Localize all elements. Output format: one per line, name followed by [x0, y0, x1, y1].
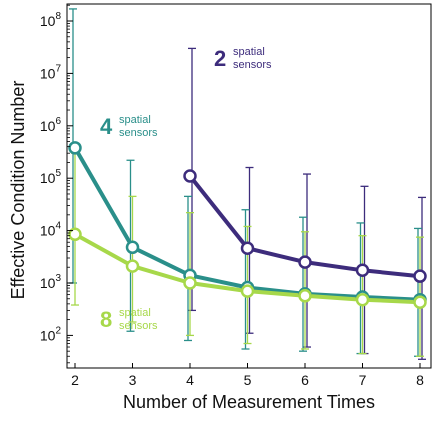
y-tick-label: 108 [40, 11, 62, 29]
data-point [125, 259, 140, 273]
y-tick-base: 10 [40, 118, 56, 134]
data-point [413, 295, 427, 309]
y-tick-label: 107 [40, 63, 62, 81]
y-tick-base: 10 [40, 275, 56, 291]
y-tick-base: 10 [40, 327, 56, 343]
y-tick-base: 10 [40, 170, 56, 186]
data-point [240, 284, 255, 298]
y-tick-label: 102 [40, 325, 62, 343]
data-point [68, 141, 82, 155]
y-tick-label: 104 [40, 221, 62, 239]
y-tick-label: 106 [40, 116, 62, 134]
y-tick-exponent: 4 [55, 221, 61, 232]
series-label-text: sensors [233, 59, 272, 71]
data-points-layer [68, 141, 427, 309]
data-point [183, 169, 197, 183]
x-tick-label: 4 [186, 372, 194, 388]
data-point [298, 289, 312, 303]
data-point [125, 240, 140, 255]
x-tick-label: 2 [71, 372, 79, 388]
series-label-text: spatial [233, 46, 265, 58]
y-tick-base: 10 [40, 223, 56, 239]
data-point [68, 227, 82, 242]
series-label-number: 2 [214, 46, 226, 71]
y-tick-exponent: 2 [55, 325, 61, 336]
y-tick-base: 10 [40, 65, 56, 81]
y-tick-base: 10 [40, 13, 56, 29]
x-axis-title: Number of Measurement Times [123, 392, 375, 412]
y-axis-title: Effective Condition Number [8, 81, 28, 300]
x-tick-label: 5 [244, 372, 252, 388]
y-tick-exponent: 6 [55, 116, 61, 127]
data-point [355, 263, 370, 278]
y-tick-exponent: 5 [55, 168, 61, 179]
series-label-text: spatial [119, 307, 151, 319]
data-point [183, 276, 197, 290]
series-label-text: spatial [119, 114, 151, 126]
series-label-number: 8 [100, 307, 112, 332]
series-label-text: sensors [119, 320, 158, 332]
y-tick-exponent: 8 [55, 11, 61, 22]
data-point [240, 241, 255, 256]
x-tick-label: 6 [301, 372, 309, 388]
y-tick-exponent: 3 [55, 273, 61, 284]
x-tick-label: 8 [416, 372, 424, 388]
y-tick-label: 105 [40, 168, 62, 186]
data-point [413, 269, 427, 283]
x-tick-label: 3 [129, 372, 137, 388]
x-tick-label: 7 [359, 372, 367, 388]
y-tick-exponent: 7 [55, 63, 61, 74]
series-label-text: sensors [119, 127, 158, 139]
series-label-number: 4 [100, 114, 113, 139]
y-tick-label: 103 [40, 273, 62, 291]
data-point [298, 255, 312, 269]
data-point [355, 292, 370, 307]
